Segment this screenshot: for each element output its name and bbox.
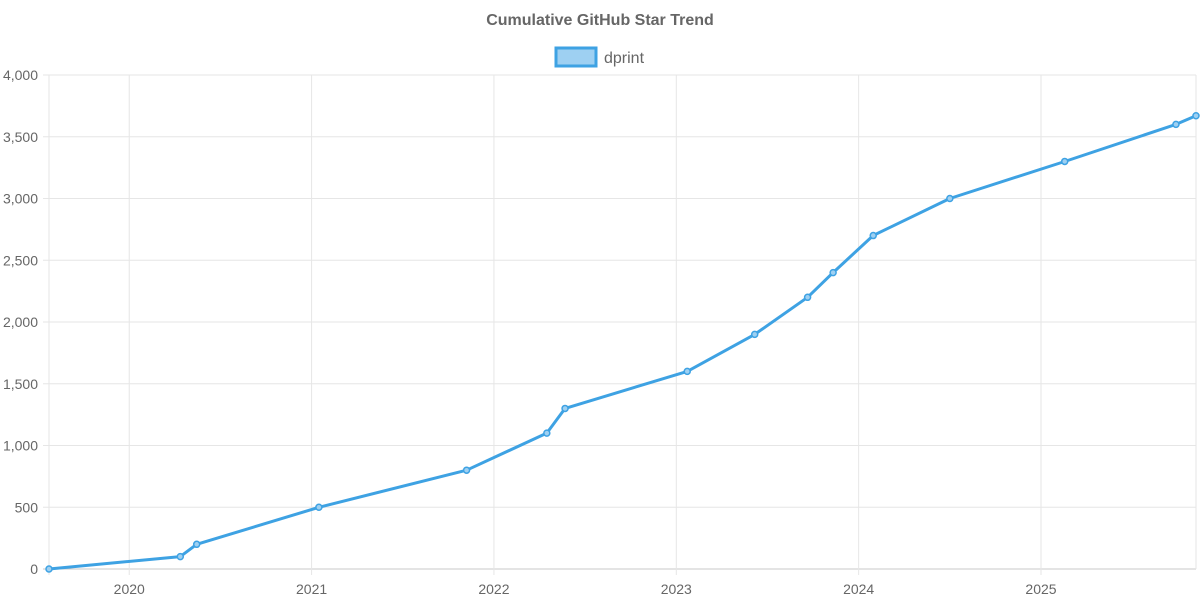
y-tick-label: 2,000 bbox=[3, 314, 38, 330]
series-line-dprint bbox=[47, 114, 1198, 571]
y-tick-label: 4,000 bbox=[3, 67, 38, 83]
data-point[interactable] bbox=[543, 429, 551, 437]
legend-label-dprint[interactable]: dprint bbox=[604, 50, 645, 67]
y-tick-label: 1,000 bbox=[3, 438, 38, 454]
y-tick-label: 500 bbox=[15, 499, 39, 515]
x-tick-label: 2020 bbox=[114, 581, 145, 597]
data-point[interactable] bbox=[750, 330, 759, 339]
x-axis: 2020 2021 2022 2023 2024 2025 bbox=[114, 581, 1057, 597]
grid bbox=[43, 74, 1197, 575]
y-tick-label: 3,500 bbox=[3, 129, 38, 145]
data-point[interactable] bbox=[869, 231, 877, 240]
y-tick-label: 1,500 bbox=[3, 376, 38, 392]
data-point[interactable] bbox=[683, 367, 691, 376]
data-point[interactable] bbox=[1172, 120, 1180, 129]
x-tick-label: 2021 bbox=[296, 581, 327, 597]
series bbox=[45, 112, 1200, 573]
data-point[interactable] bbox=[561, 404, 569, 413]
y-tick-label: 2,500 bbox=[3, 252, 38, 268]
data-point[interactable] bbox=[315, 503, 323, 511]
y-tick-label: 3,000 bbox=[3, 191, 38, 207]
x-tick-label: 2023 bbox=[661, 581, 692, 597]
x-tick-label: 2024 bbox=[843, 581, 874, 597]
data-point[interactable] bbox=[829, 268, 837, 277]
data-point[interactable] bbox=[176, 552, 185, 561]
x-tick-label: 2025 bbox=[1025, 581, 1056, 597]
data-point[interactable] bbox=[803, 293, 812, 302]
data-point[interactable] bbox=[1060, 157, 1069, 166]
data-point[interactable] bbox=[946, 194, 954, 203]
data-point[interactable] bbox=[45, 565, 53, 573]
y-tick-label: 0 bbox=[30, 561, 38, 577]
data-point[interactable] bbox=[462, 466, 471, 474]
legend-swatch-dprint[interactable] bbox=[554, 46, 598, 68]
legend[interactable]: dprint bbox=[554, 46, 645, 68]
data-point[interactable] bbox=[1192, 112, 1200, 120]
x-tick-label: 2022 bbox=[478, 581, 509, 597]
chart-title: Cumulative GitHub Star Trend bbox=[486, 12, 714, 29]
data-point[interactable] bbox=[192, 540, 201, 549]
y-axis: 0 500 1,000 1,500 2,000 2,500 3,000 3,500 4,000 bbox=[3, 67, 38, 577]
